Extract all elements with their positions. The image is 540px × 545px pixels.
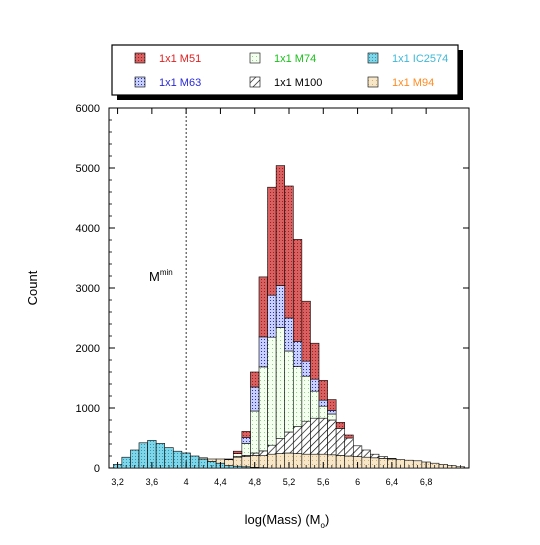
x-axis-title: log(Mass) (Mo) [245,512,330,530]
bar-1x1-m51 [319,380,328,400]
bar-1x1-m63 [276,286,285,328]
bar-1x1-m100 [319,418,328,454]
y-tick-label: 6000 [76,103,100,115]
bar-1x1-m51 [345,435,354,438]
bar-1x1-m51 [336,422,345,428]
bar-1x1-m63 [268,295,277,337]
bar-1x1-m51 [285,186,294,318]
bar-1x1-m63 [310,379,319,391]
bar-1x1-m74 [242,443,251,455]
bar-1x1-m100 [328,420,337,455]
bars-layer [113,166,464,468]
bar-1x1-ic2574 [165,448,174,468]
x-tick-label: 6 [355,477,360,487]
x-tick-label: 5,2 [283,477,296,487]
bar-1x1-m100 [302,421,311,454]
bar-1x1-m74 [268,337,277,445]
bar-1x1-m100 [293,427,302,454]
mmin-annotation: Mmin [149,108,186,468]
bar-1x1-m100 [388,458,397,459]
bar-1x1-m74 [302,376,311,421]
bar-1x1-m74 [259,367,268,451]
legend-label-1x1-m63: 1x1 M63 [159,77,201,89]
legend-label-1x1-m94: 1x1 M94 [392,77,434,89]
y-tick-label: 5000 [76,163,100,175]
legend-swatch-1x1-m51 [135,53,145,63]
bar-1x1-m100 [250,453,259,455]
y-axis-title: Count [25,270,40,305]
legend-label-1x1-m51: 1x1 M51 [159,53,201,65]
x-tick-label: 4,8 [248,477,261,487]
bar-1x1-m94 [208,459,217,461]
legend-swatch-1x1-m74 [250,53,260,63]
x-tick-label: 6,8 [420,477,433,487]
bar-1x1-m63 [285,318,294,351]
bar-1x1-m51 [276,166,285,286]
bar-1x1-m100 [370,454,379,458]
y-tick-label: 3000 [76,283,100,295]
bar-1x1-m51 [302,301,311,361]
bar-1x1-m94 [199,458,208,459]
legend-label-1x1-m100: 1x1 M100 [274,77,322,89]
bar-1x1-m100 [336,428,345,455]
bar-1x1-m63 [328,410,337,414]
legend-swatch-1x1-m94 [368,77,378,87]
bar-1x1-m100 [353,446,362,457]
bar-1x1-m74 [328,414,337,420]
legend-swatch-1x1-ic2574 [368,53,378,63]
bar-1x1-m51 [328,400,337,411]
bar-1x1-m100 [379,457,388,459]
bar-1x1-m51 [233,451,242,453]
bar-1x1-m63 [259,337,268,367]
bar-1x1-m63 [250,387,259,411]
bar-1x1-m63 [302,361,311,376]
bar-1x1-m100 [285,432,294,453]
bar-1x1-ic2574 [139,443,148,468]
bar-1x1-m74 [293,367,302,427]
bar-1x1-m51 [310,343,319,379]
legend-label-1x1-ic2574: 1x1 IC2574 [392,53,448,65]
bar-1x1-m100 [362,450,371,457]
y-tick-label: 0 [94,463,100,475]
bar-1x1-m74 [310,391,319,418]
bar-1x1-m74 [250,411,259,453]
legend-swatch-1x1-m100 [250,77,260,87]
bar-1x1-ic2574 [156,443,165,468]
bar-1x1-m74 [276,328,285,439]
y-tick-label: 4000 [76,223,100,235]
bar-1x1-m94 [225,460,234,466]
bar-1x1-m51 [225,459,234,460]
legend: 1x1 M51 1x1 M74 1x1 IC2574 1x1 M63 1x1 M100 1… [112,45,463,100]
legend-swatch-1x1-m63 [135,77,145,87]
bar-1x1-m51 [293,239,302,341]
bar-1x1-m51 [242,431,251,437]
bar-1x1-m63 [242,437,251,443]
bar-1x1-m63 [293,341,302,366]
x-tick-label: 3,6 [146,477,159,487]
y-tick-label: 1000 [76,403,100,415]
legend-label-1x1-m74: 1x1 M74 [274,53,316,65]
bar-1x1-m100 [268,445,277,454]
x-tick-label: 4,4 [214,477,227,487]
x-tick-label: 4 [184,477,189,487]
bar-1x1-m74 [233,454,242,457]
bar-1x1-m51 [268,187,277,295]
y-tick-label: 2000 [76,343,100,355]
x-tick-label: 3,2 [111,477,124,487]
mmin-label: Mmin [149,268,173,284]
bar-1x1-m100 [310,418,319,454]
bar-1x1-m51 [250,372,259,387]
bar-1x1-m100 [259,451,268,456]
bar-1x1-m63 [319,400,328,406]
bar-1x1-m100 [345,438,354,456]
bar-1x1-m94 [233,457,242,466]
x-tick-label: 6,4 [386,477,399,487]
bar-1x1-m74 [285,351,294,432]
x-tick-label: 5,6 [317,477,330,487]
bar-1x1-m74 [319,406,328,418]
bar-1x1-m51 [259,277,268,337]
bar-1x1-m100 [276,439,285,454]
